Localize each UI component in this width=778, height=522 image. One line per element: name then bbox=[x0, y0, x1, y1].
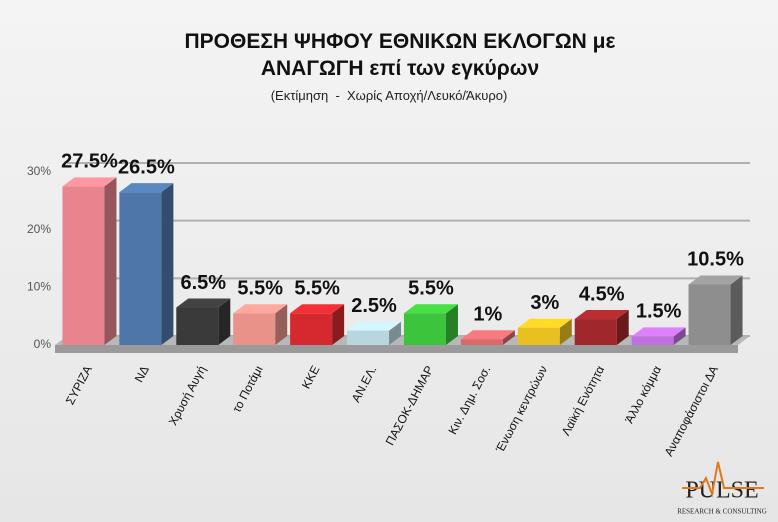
x-tick-label: Χρυσή Αυγή bbox=[166, 363, 209, 427]
bar-side bbox=[332, 304, 345, 345]
bar-side bbox=[161, 183, 174, 345]
y-tick-label: 0% bbox=[34, 337, 52, 351]
bar-top bbox=[517, 318, 572, 328]
logo-pulse bbox=[682, 461, 764, 498]
bar-top bbox=[460, 330, 515, 340]
bar bbox=[233, 313, 276, 345]
bar-top bbox=[233, 304, 288, 314]
bar-top bbox=[290, 304, 345, 314]
bar bbox=[62, 186, 105, 345]
bar-side bbox=[275, 304, 288, 345]
value-label: 10.5% bbox=[687, 249, 744, 271]
bar bbox=[631, 336, 674, 345]
bar bbox=[290, 313, 333, 345]
chart-title: ΠΡΟΘΕΣΗ ΨΗΦΟΥ ΕΘΝΙΚΩΝ ΕΚΛΟΓΩΝ με ΑΝΑΓΩΓΗ… bbox=[184, 30, 616, 80]
floor-front bbox=[55, 345, 738, 353]
bar-side bbox=[502, 330, 515, 345]
value-label: 3% bbox=[530, 292, 559, 314]
x-tick-label: Αναποφάσιστοι ΔΑ bbox=[662, 363, 721, 458]
x-tick-label: το Ποτάμι bbox=[229, 363, 265, 415]
bar bbox=[176, 307, 219, 345]
bar-top bbox=[176, 298, 231, 308]
x-tick-label: ΚΚΕ bbox=[299, 363, 323, 391]
logo-tagline: RESEARCH & CONSULTING bbox=[677, 508, 767, 516]
bar-side bbox=[445, 304, 458, 345]
value-label: 6.5% bbox=[180, 272, 226, 294]
bar bbox=[517, 327, 560, 345]
bar-side bbox=[673, 327, 686, 345]
y-tick-label: 30% bbox=[27, 164, 51, 178]
value-label: 4.5% bbox=[579, 283, 625, 305]
value-label: 1.5% bbox=[636, 301, 682, 323]
value-label: 27.5% bbox=[61, 151, 118, 173]
bar-side bbox=[730, 275, 743, 345]
value-label: 5.5% bbox=[294, 278, 340, 300]
value-label: 5.5% bbox=[408, 278, 454, 300]
value-label: 2.5% bbox=[351, 295, 397, 317]
bar bbox=[460, 339, 503, 345]
bar-top bbox=[631, 327, 686, 337]
bar-side bbox=[218, 298, 231, 345]
bar-top bbox=[347, 321, 402, 331]
bar bbox=[119, 192, 162, 345]
bar-top bbox=[119, 183, 174, 193]
x-tick-label: Άλλο κόμμα bbox=[622, 363, 664, 425]
y-tick-label: 20% bbox=[27, 222, 51, 236]
bar bbox=[574, 319, 617, 345]
chart-subtitle: (Εκτίμηση - Χωρίς Αποχή/Λευκό/Άκυρο) bbox=[270, 88, 508, 103]
bar-top bbox=[403, 304, 458, 314]
bar-top bbox=[574, 310, 629, 320]
bar-side bbox=[559, 318, 572, 345]
x-tick-label: ΠΑΣΟΚ-ΔΗΜΑΡ bbox=[383, 363, 437, 447]
bar bbox=[347, 330, 390, 345]
bar-top bbox=[62, 177, 117, 187]
x-tick-label: Λαϊκή Ενότητα bbox=[559, 363, 608, 438]
bar bbox=[688, 284, 731, 345]
bar-side bbox=[389, 321, 402, 345]
value-label: 5.5% bbox=[237, 278, 283, 300]
x-tick-label: ΝΔ bbox=[132, 363, 152, 384]
bar-side bbox=[104, 177, 117, 345]
bar-side bbox=[616, 310, 629, 345]
bar bbox=[403, 313, 446, 345]
x-tick-label: Κιν. Δημ. Σοσ. bbox=[445, 363, 493, 436]
y-tick-label: 10% bbox=[27, 280, 51, 294]
x-tick-label: Ένωση κεντρώων bbox=[492, 363, 550, 455]
value-label: 1% bbox=[473, 304, 502, 326]
bar-top bbox=[688, 275, 743, 285]
x-tick-label: ΣΥΡΙΖΑ bbox=[63, 363, 95, 407]
value-label: 26.5% bbox=[118, 156, 175, 178]
x-tick-label: ΑΝ.ΕΛ. bbox=[349, 363, 380, 404]
